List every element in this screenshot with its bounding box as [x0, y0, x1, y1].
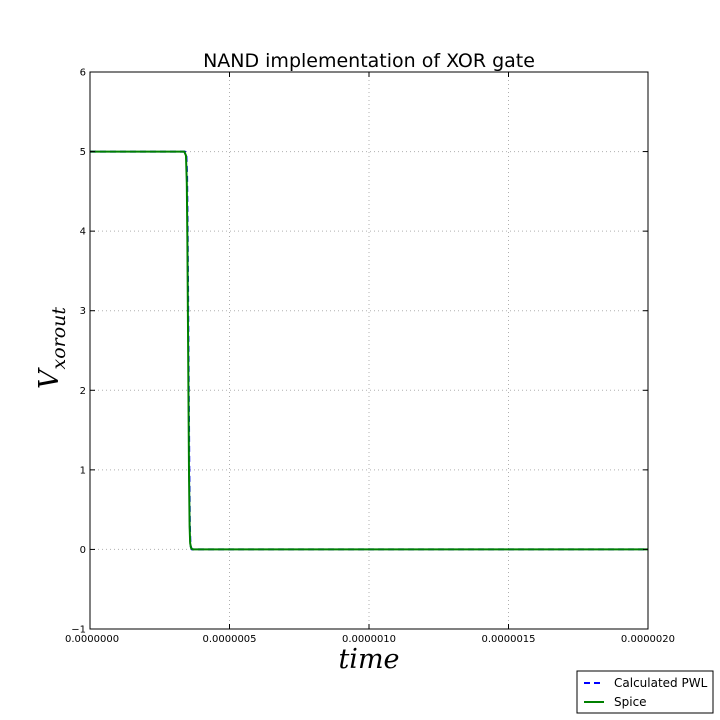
x-tick-label: 0.0000010	[342, 634, 396, 645]
plot-area	[89, 71, 649, 630]
x-tick-label: 0.0000020	[621, 634, 675, 645]
legend-label: Spice	[614, 695, 647, 709]
y-tick-label: 3	[80, 306, 86, 317]
x-tick-label: 0.0000000	[65, 634, 119, 645]
y-tick-label: 1	[80, 465, 86, 476]
x-tick-labels: 0.0000000 0.0000005 0.0000010 0.0000015 0.00…	[65, 634, 675, 645]
chart-title: NAND implementation of XOR gate	[203, 50, 535, 72]
y-tick-label: 6	[80, 68, 86, 79]
legend-entries: Calculated PWL Spice	[584, 676, 708, 709]
x-axis-label: time	[338, 644, 399, 675]
y-tick-label: 2	[80, 386, 86, 397]
legend-box	[576, 670, 714, 714]
y-tick-label: 5	[80, 147, 86, 158]
y-tick-label: 4	[80, 227, 86, 238]
y-axis-label-sub: xorout	[48, 307, 70, 370]
y-axis-label-main: V	[34, 367, 65, 389]
x-tick-label: 0.0000015	[481, 634, 535, 645]
y-axis-label-group: Vxorout	[34, 307, 70, 389]
series-line-spice	[90, 150, 648, 551]
plot-background	[90, 72, 648, 629]
y-tick-label: −1	[71, 625, 86, 636]
y-tick-label: 0	[80, 545, 86, 556]
series-lines	[90, 150, 648, 551]
y-tick-labels: −1 0 1 2 3 4 5 6	[71, 68, 86, 636]
legend: Calculated PWL Spice	[576, 670, 714, 714]
axis-ticks	[89, 71, 649, 630]
x-tick-label: 0.0000005	[202, 634, 256, 645]
legend-label: Calculated PWL	[614, 676, 708, 690]
y-axis-label: Vxorout	[34, 307, 70, 389]
